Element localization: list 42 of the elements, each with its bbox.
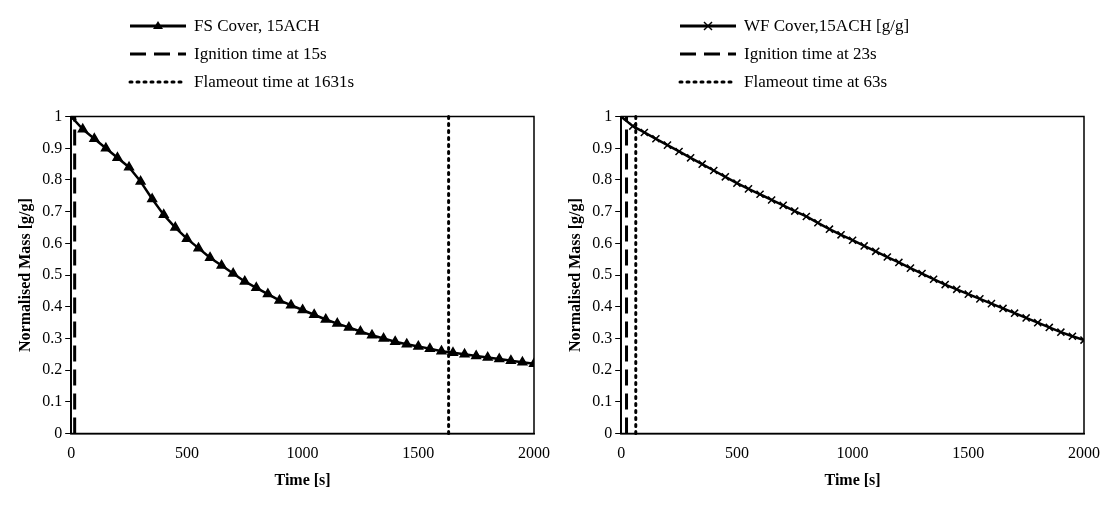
x-tick-label: 2000 [518,444,550,462]
legend-label: Ignition time at 15s [194,44,327,64]
legend-label: FS Cover, 15ACH [194,16,320,36]
y-tick-label: 0.2 [592,360,613,378]
legend-label: Flameout time at 63s [744,72,888,92]
y-tick-label: 1 [604,106,613,124]
y-tick-label: 0.1 [592,392,613,410]
x-tick-label: 1000 [836,444,869,462]
y-tick-label: 0.8 [592,170,613,188]
x-tick-label: 2000 [1068,444,1100,462]
x-tick-label: 500 [724,444,749,462]
legend-label: Flameout time at 1631s [194,72,355,92]
y-tick-label: 0 [604,423,613,441]
y-tick-label: 0.4 [42,297,63,314]
y-tick-label: 0.6 [592,233,613,251]
x-tick-label: 500 [174,444,199,462]
y-tick-label: 0.6 [42,233,63,251]
y-tick-label: 0.9 [42,138,63,156]
y-tick-label: 0.8 [42,170,63,188]
x-tick-label: 0 [67,444,76,462]
x-tick-label: 0 [617,444,626,462]
y-tick-label: 0.4 [592,297,613,314]
x-axis-title: Time [s] [824,470,881,488]
y-tick-label: 1 [54,106,63,124]
y-tick-label: 0.3 [592,328,613,346]
y-tick-label: 0.5 [592,265,613,283]
y-axis-title: Normalised Mass [g/g] [15,198,34,352]
y-tick-label: 0.3 [42,328,63,346]
y-tick-label: 0.9 [592,138,613,156]
x-tick-label: 1500 [402,444,435,462]
y-tick-label: 0.2 [42,360,63,378]
legend-label: Ignition time at 23s [744,44,877,64]
y-tick-label: 0.7 [592,201,613,219]
y-tick-label: 0 [54,423,63,441]
y-tick-label: 0.5 [42,265,63,283]
y-axis-title: Normalised Mass [g/g] [565,198,584,352]
y-tick-label: 0.1 [42,392,63,410]
y-tick-label: 0.7 [42,201,63,219]
legend-label: WF Cover,15ACH [g/g] [744,16,910,36]
x-tick-label: 1500 [952,444,985,462]
x-tick-label: 1000 [286,444,319,462]
x-axis-title: Time [s] [274,470,331,488]
